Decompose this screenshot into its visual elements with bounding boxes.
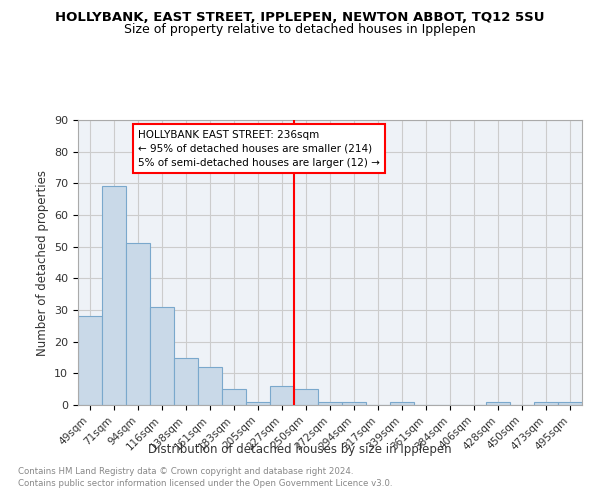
Bar	[174, 358, 198, 405]
Bar	[294, 389, 318, 405]
Bar	[486, 402, 510, 405]
Bar	[318, 402, 342, 405]
Bar	[558, 402, 582, 405]
Bar	[270, 386, 294, 405]
Bar	[342, 402, 366, 405]
Bar	[150, 307, 174, 405]
Text: Contains public sector information licensed under the Open Government Licence v3: Contains public sector information licen…	[18, 479, 392, 488]
Bar	[198, 367, 222, 405]
Bar	[246, 402, 270, 405]
Bar	[222, 389, 246, 405]
Bar	[390, 402, 414, 405]
Bar	[78, 316, 102, 405]
Text: HOLLYBANK, EAST STREET, IPPLEPEN, NEWTON ABBOT, TQ12 5SU: HOLLYBANK, EAST STREET, IPPLEPEN, NEWTON…	[55, 11, 545, 24]
Y-axis label: Number of detached properties: Number of detached properties	[35, 170, 49, 356]
Text: Size of property relative to detached houses in Ipplepen: Size of property relative to detached ho…	[124, 22, 476, 36]
Text: Contains HM Land Registry data © Crown copyright and database right 2024.: Contains HM Land Registry data © Crown c…	[18, 468, 353, 476]
Text: Distribution of detached houses by size in Ipplepen: Distribution of detached houses by size …	[148, 442, 452, 456]
Bar	[102, 186, 126, 405]
Bar	[126, 244, 150, 405]
Text: HOLLYBANK EAST STREET: 236sqm
← 95% of detached houses are smaller (214)
5% of s: HOLLYBANK EAST STREET: 236sqm ← 95% of d…	[138, 130, 380, 168]
Bar	[534, 402, 558, 405]
